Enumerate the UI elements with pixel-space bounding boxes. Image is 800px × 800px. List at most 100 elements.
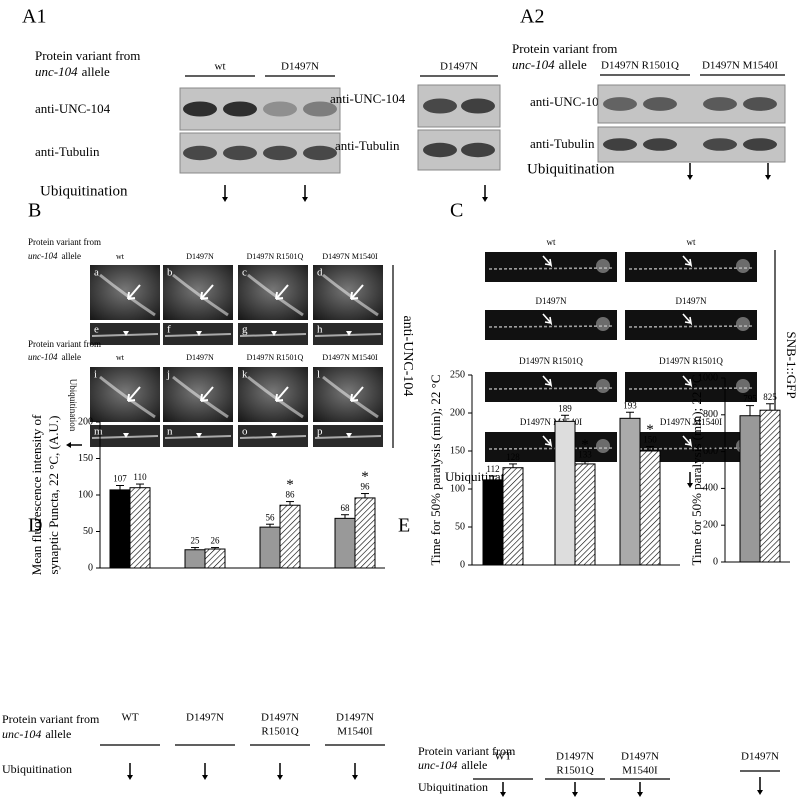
panel-letter: p (317, 426, 323, 438)
column-label: D1497N (536, 296, 567, 306)
micrograph (625, 310, 757, 340)
pointer-head (346, 331, 352, 336)
panel-letter: a (94, 267, 99, 279)
column-label: D1497N (676, 296, 707, 306)
allele-label: unc-104 allele (35, 64, 110, 79)
column-label: D1497N (186, 252, 214, 261)
allele-label: unc-104 allele (418, 758, 487, 772)
column-label: D1497N M1540I (660, 417, 722, 427)
pointer-arrow (542, 313, 553, 326)
group-label: wt (215, 61, 226, 73)
axon (91, 435, 159, 439)
panel-letter: i (94, 369, 97, 381)
bar (739, 415, 761, 563)
allele-label: unc-104 allele (28, 251, 81, 261)
axon (164, 435, 232, 439)
blot-band (223, 145, 257, 161)
blot-band (743, 138, 777, 151)
y-tick-label: 200 (450, 407, 465, 418)
arrow-head (500, 792, 506, 797)
stain-label: anti-UNC-104 (400, 316, 415, 397)
nerve-cord (488, 325, 614, 328)
category-label: D1497N (621, 751, 659, 763)
row-label: anti-Tubulin (335, 138, 400, 153)
nerve-cord (628, 267, 754, 270)
blot-band (603, 138, 637, 151)
group-label: D1497N R1501Q (601, 60, 679, 72)
row-label: anti-UNC-104 (530, 94, 606, 109)
panel-letter: j (166, 369, 170, 381)
pointer-arrow (127, 386, 141, 402)
blot-band (183, 145, 217, 161)
blot-band (643, 138, 677, 151)
panel-label: D (28, 515, 42, 537)
blot-band (743, 97, 777, 111)
pointer-arrow (275, 386, 289, 402)
panel-letter: m (94, 426, 103, 438)
allele-word: allele (559, 57, 587, 72)
allele-name: unc-104 (2, 727, 41, 741)
cell-body (596, 317, 610, 331)
row-label: Ubiquitination (2, 762, 72, 776)
value-label: 25 (191, 536, 201, 546)
blot-band (461, 142, 495, 158)
blot-band (703, 97, 737, 111)
cell-process (322, 273, 379, 317)
blot-band (303, 101, 337, 117)
y-axis-title: synaptic Puncta, 22 °C, (A.U.) (46, 415, 61, 574)
panel-label: C (450, 200, 463, 222)
micrograph (485, 372, 617, 402)
axon (239, 435, 307, 439)
category-label: D1497N (261, 712, 299, 724)
panel-letter: b (167, 267, 173, 279)
category-label: D1497N (741, 751, 779, 763)
marker-label: SNB-1::GFP (784, 331, 799, 398)
row-label: anti-Tubulin (530, 136, 595, 151)
allele-label: unc-104 allele (2, 727, 71, 741)
pointer-arrow (350, 386, 364, 402)
blot-band (263, 101, 297, 117)
column-label: wt (116, 353, 125, 362)
y-tick-label: 600 (703, 446, 718, 457)
allele-label: unc-104 allele (28, 352, 81, 362)
arrow-head (222, 197, 228, 202)
category-label: R1501Q (261, 726, 298, 738)
bar (334, 517, 356, 569)
y-axis-title: Time for 50% paralysis (min); 22 °C (428, 374, 443, 565)
pointer-arrow (275, 284, 289, 300)
y-tick-label: 1000 (698, 372, 718, 383)
value-label: 795 (743, 394, 757, 404)
pointer-arrow (682, 375, 693, 388)
micrograph (485, 252, 617, 282)
bar (502, 467, 524, 566)
panel-letter: n (167, 426, 173, 438)
value-label: 110 (133, 472, 147, 482)
nerve-cord (488, 387, 614, 390)
value-label: 189 (558, 403, 572, 413)
blot-band (461, 98, 495, 114)
column-label: wt (687, 237, 696, 247)
category-label: R1501Q (556, 765, 593, 777)
nerve-cord (488, 447, 614, 450)
cell-body (596, 379, 610, 393)
allele-name: unc-104 (35, 64, 78, 79)
bar (259, 526, 281, 569)
bar (354, 497, 376, 569)
panel-label: A2 (520, 6, 544, 28)
significance-marker: * (286, 477, 294, 493)
cell-process (172, 273, 229, 317)
axon (314, 435, 382, 439)
pointer-arrow (682, 435, 693, 448)
y-tick-label: 250 (450, 369, 465, 380)
panel-letter: h (317, 324, 323, 336)
blot-band (703, 138, 737, 151)
panel-label: B (28, 200, 41, 222)
arrow-head (687, 175, 693, 180)
y-axis-title: Mean fluorescence intensity of (29, 414, 44, 575)
axon (91, 333, 159, 337)
cell-process (322, 375, 379, 419)
y-tick-label: 0 (713, 556, 718, 567)
significance-marker: * (361, 469, 369, 485)
bar (759, 409, 781, 563)
